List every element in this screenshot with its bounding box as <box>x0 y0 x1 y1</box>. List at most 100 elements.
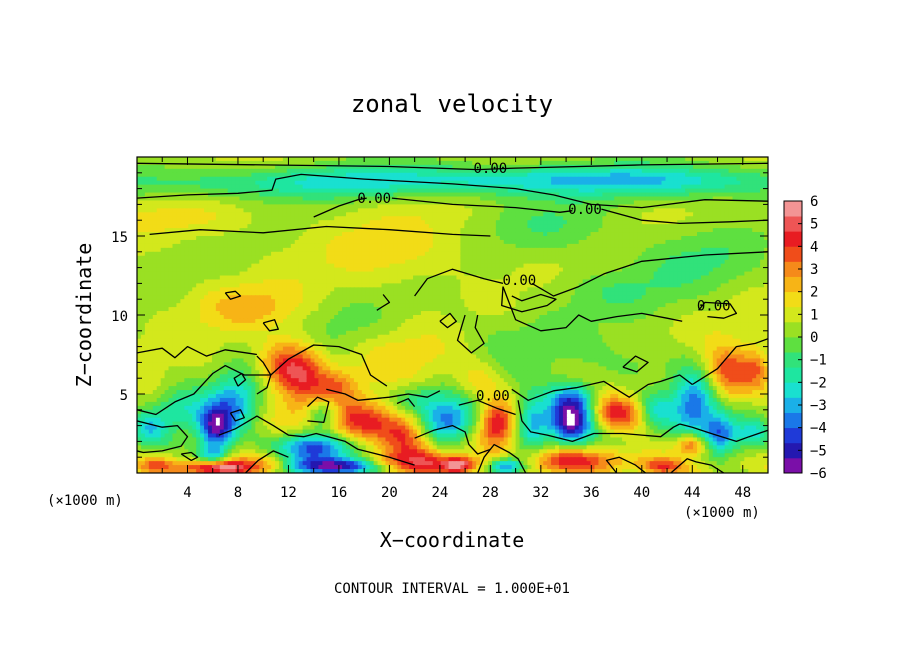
heatmap-cell <box>424 164 430 170</box>
heatmap-cell <box>397 216 402 221</box>
heatmap-cell <box>137 228 142 233</box>
heatmap-cell <box>558 236 564 241</box>
heatmap-cell <box>689 243 694 249</box>
heatmap-cell <box>523 267 529 273</box>
heatmap-cell <box>290 204 296 209</box>
heatmap-cell <box>515 271 521 277</box>
heatmap-cell <box>278 236 284 241</box>
heatmap-cell <box>282 192 288 198</box>
heatmap-cell <box>338 243 343 249</box>
heatmap-cell <box>535 236 540 241</box>
heatmap-cell <box>326 157 331 162</box>
heatmap-cell <box>708 164 714 170</box>
heatmap-cell <box>259 243 264 249</box>
heatmap-cell <box>314 271 320 277</box>
heatmap-cell <box>306 263 312 269</box>
heatmap-cell <box>251 212 256 217</box>
heatmap-cell <box>570 220 576 225</box>
heatmap-cell <box>409 204 414 209</box>
heatmap-cell <box>436 239 442 245</box>
heatmap-cell <box>188 275 193 281</box>
heatmap-cell <box>736 188 741 194</box>
heatmap-cell <box>444 196 450 202</box>
heatmap-cell <box>570 239 576 245</box>
heatmap-cell <box>503 192 509 198</box>
heatmap-cell <box>578 251 584 257</box>
heatmap-cell <box>618 160 623 166</box>
heatmap-cell <box>527 160 532 166</box>
heatmap-cell <box>480 188 485 194</box>
heatmap-cell <box>275 239 280 245</box>
heatmap-cell <box>192 271 197 277</box>
heatmap-cell <box>614 160 619 166</box>
heatmap-cell <box>740 216 745 221</box>
heatmap-cell <box>515 220 521 225</box>
heatmap-cell <box>310 228 316 233</box>
heatmap-cell <box>503 172 509 178</box>
heatmap-cell <box>192 275 197 281</box>
heatmap-cell <box>594 228 600 233</box>
heatmap-cell <box>243 239 249 245</box>
heatmap-cell <box>156 228 162 233</box>
heatmap-cell <box>539 247 544 253</box>
heatmap-cell <box>637 196 643 202</box>
heatmap-cell <box>263 168 268 174</box>
heatmap-cell <box>298 160 304 166</box>
heatmap-cell <box>310 216 316 221</box>
heatmap-cell <box>539 216 544 221</box>
heatmap-cell <box>267 267 272 273</box>
heatmap-cell <box>322 192 327 198</box>
heatmap-cell <box>476 263 481 269</box>
heatmap-cell <box>578 160 584 166</box>
heatmap-cell <box>476 220 481 225</box>
heatmap-cell <box>476 164 481 170</box>
heatmap-cell <box>140 200 146 205</box>
heatmap-cell <box>271 180 276 186</box>
heatmap-cell <box>377 275 383 281</box>
heatmap-cell <box>409 208 414 213</box>
heatmap-cell <box>633 208 639 213</box>
heatmap-cell <box>137 188 142 194</box>
heatmap-cell <box>649 200 655 205</box>
heatmap-cell <box>626 247 631 253</box>
heatmap-cell <box>562 168 568 174</box>
heatmap-cell <box>235 255 241 261</box>
heatmap-cell <box>614 263 619 269</box>
heatmap-cell <box>614 200 619 205</box>
heatmap-cell <box>188 279 193 284</box>
heatmap-cell <box>338 247 343 253</box>
heatmap-cell <box>420 204 426 209</box>
heatmap-cell <box>724 216 730 221</box>
heatmap-cell <box>629 271 635 277</box>
heatmap-cell <box>594 188 600 194</box>
heatmap-cell <box>417 216 422 221</box>
heatmap-cell <box>259 168 264 174</box>
heatmap-cell <box>448 255 454 261</box>
heatmap-cell <box>298 239 304 245</box>
heatmap-cell <box>168 168 174 174</box>
heatmap-cell <box>515 212 521 217</box>
heatmap-cell <box>235 259 241 265</box>
heatmap-cell <box>223 275 229 281</box>
heatmap-cell <box>223 188 229 194</box>
heatmap-cell <box>302 247 308 253</box>
heatmap-cell <box>215 160 221 166</box>
heatmap-cell <box>704 192 710 198</box>
heatmap-cell <box>555 263 560 269</box>
heatmap-cell <box>393 267 398 273</box>
heatmap-cell <box>645 192 651 198</box>
heatmap-cell <box>464 275 469 281</box>
heatmap-cell <box>196 236 201 241</box>
heatmap-cell <box>456 180 461 186</box>
heatmap-cell <box>137 247 142 253</box>
heatmap-cell <box>164 263 170 269</box>
heatmap-cell <box>184 255 189 261</box>
heatmap-cell <box>543 275 548 281</box>
heatmap-cell <box>227 279 233 284</box>
heatmap-cell <box>148 200 154 205</box>
heatmap-cell <box>420 275 426 281</box>
heatmap-cell <box>700 180 706 186</box>
heatmap-cell <box>558 192 564 198</box>
heatmap-cell <box>282 267 288 273</box>
heatmap-cell <box>476 255 481 261</box>
